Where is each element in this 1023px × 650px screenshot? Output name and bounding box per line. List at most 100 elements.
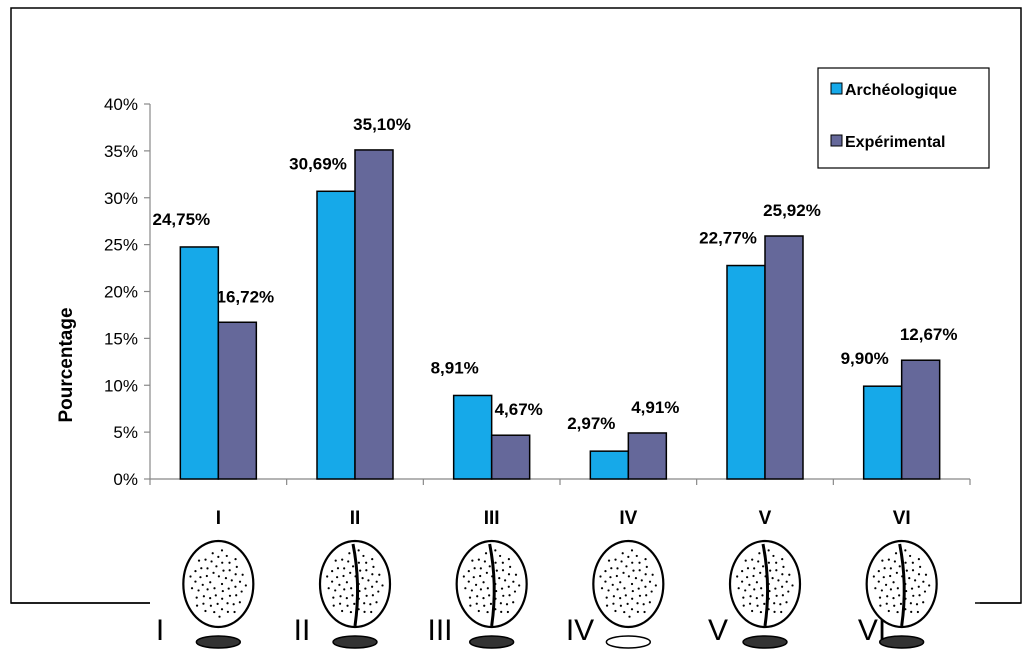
stipple-dot [518,584,521,587]
stipple-dot [741,580,744,583]
stipple-dot [499,602,502,605]
category-label-V: V [759,508,772,529]
stipple-dot [753,588,756,591]
stipple-dot [215,565,218,568]
stipple-dot [627,575,630,578]
stipple-dot [475,602,478,605]
scraper-outline [182,539,255,629]
stipple-dot [370,610,373,614]
stipple-dot [643,610,646,614]
stipple-dot [752,574,755,578]
stipple-dot [910,587,914,590]
stipple-dot [371,573,374,576]
stipple-dot [228,561,231,564]
bar-archeologique-I [179,246,220,480]
stipple-dot [612,595,615,598]
stipple-dot [331,580,334,583]
stipple-dot [216,602,219,605]
stipple-dot [363,602,366,605]
data-label-archeologique-III: 8,91% [431,358,479,377]
y-tick-label: 20% [104,283,138,302]
data-label-archeologique-VI: 9,90% [841,349,889,368]
stipple-dot [371,594,374,597]
stipple-dot [645,594,648,597]
stipple-dot [782,565,785,568]
stipple-dot [371,558,374,561]
stipple-dot [746,576,749,579]
stipple-dot [604,580,607,583]
stipple-dot [889,567,892,570]
stipple-dot [889,588,893,591]
stipple-dot [359,569,362,572]
stipple-dot [648,580,652,583]
scraper-roman-label-II: II [294,614,311,647]
stipple-dot [626,602,629,605]
stipple-dot [898,594,901,597]
stipple-dot [349,571,352,574]
scraper-ridge [761,543,770,627]
stipple-dot [879,604,882,607]
stipple-dot [600,587,604,590]
stipple-dot [214,594,217,597]
stipple-dot [235,565,238,568]
scraper-profile [605,635,652,649]
stipple-dot [628,615,631,618]
stipple-dot [345,597,348,600]
stipple-dot [195,596,198,599]
stipple-dot [197,589,200,592]
stipple-dot [918,594,921,597]
stipple-dot [240,590,243,593]
stipple-dot [346,604,349,607]
legend-label-experimental: Expérimental [845,134,945,151]
scraper-roman-label-III: III [427,614,452,647]
stipple-dot [484,552,488,555]
stipple-dot [627,555,630,559]
stipple-dot [345,581,348,584]
stipple-dot [483,604,486,607]
stipple-dot [886,595,889,598]
stipple-dot [744,589,747,592]
stipple-dot [640,579,643,582]
stipple-dot [341,609,344,613]
stipple-dot [217,575,220,578]
stipple-dot [512,601,515,604]
stipple-dot [332,596,335,599]
stipple-dot [210,560,213,563]
stipple-dot [189,575,192,578]
scraper-outline [318,539,392,629]
stipple-dot [488,565,491,568]
stipple-dot [227,587,230,590]
stipple-dot [631,561,634,564]
stipple-dot [759,571,762,574]
stipple-dot [501,561,504,564]
stipple-dot [235,594,238,597]
stipple-dot [775,569,778,572]
stipple-dot [228,569,231,572]
stipple-dot [190,587,194,590]
stipple-dot [737,587,740,590]
data-label-experimental-I: 16,72% [216,287,274,306]
stipple-dot [220,608,224,611]
stipple-dot [622,571,625,574]
stipple-dot [201,583,204,586]
stipple-dot [513,590,517,593]
stipple-dot [904,549,907,552]
stipple-dot [234,573,237,576]
stipple-dot [612,602,615,605]
stipple-dot [494,561,497,564]
stipple-dot [644,573,647,576]
category-labels: I II III IV V VI [216,508,911,529]
stipple-dot [209,604,212,607]
stipple-dot [781,573,784,576]
scraper-drawing-II: II [294,539,392,649]
stipple-dot [599,575,602,578]
category-label-III: III [484,508,500,529]
data-label-archeologique-IV: 2,97% [567,414,615,433]
stipple-dot [621,552,624,555]
stipple-dot [364,587,367,590]
data-label-experimental-II: 35,10% [353,115,411,134]
scraper-drawing-VI: VI [858,539,938,649]
bar-experimental-III [490,434,531,480]
stipple-dot [343,588,346,591]
stipple-dot [234,585,237,588]
